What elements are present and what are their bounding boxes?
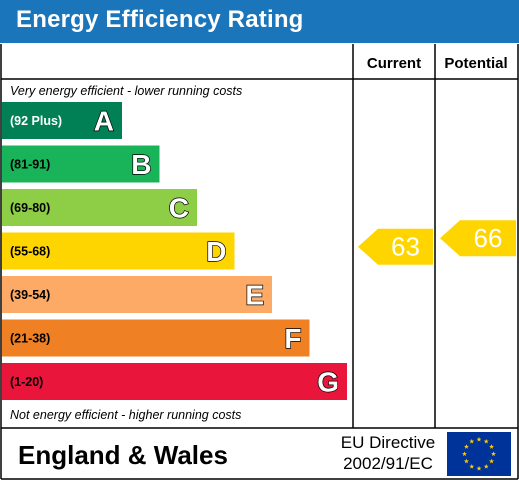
eu-star [489, 458, 495, 464]
rating-indicators: 63 66 [358, 220, 516, 265]
band-range-label: (92 Plus) [10, 114, 62, 128]
band-letter: B [131, 149, 151, 180]
band-range-label: (39-54) [10, 288, 50, 302]
band-range-label: (1-20) [10, 375, 43, 389]
potential-rating: 66 [440, 220, 516, 257]
band-bar [2, 232, 235, 270]
rating-bands: (92 Plus) A (81-91) B (69-80) C (55-68) D (39-54… [2, 102, 347, 400]
band-bar [2, 363, 347, 400]
eu-flag-stars [462, 436, 496, 471]
bottom-note: Not energy efficient - higher running co… [10, 408, 241, 422]
eu-star [469, 463, 475, 469]
band-letter: E [245, 280, 264, 311]
eu-star [476, 436, 482, 442]
eu-star [483, 463, 489, 469]
country-label: England & Wales [18, 440, 228, 470]
eu-star [463, 458, 469, 464]
band-a: (92 Plus) A [2, 102, 122, 139]
band-letter: F [284, 323, 301, 354]
band-d: (55-68) D [2, 232, 235, 270]
band-c: (69-80) C [2, 189, 197, 226]
band-bar [2, 102, 122, 139]
band-g: (1-20) G [2, 363, 347, 400]
band-letter: A [94, 106, 114, 137]
eu-star [463, 444, 469, 449]
eu-star [469, 438, 475, 444]
band-b: (81-91) B [2, 145, 160, 183]
band-bar [2, 319, 310, 357]
column-header-potential: Potential [444, 55, 507, 72]
eu-star [483, 438, 489, 444]
column-header-current: Current [367, 55, 421, 72]
band-f: (21-38) F [2, 319, 310, 357]
eu-star [462, 451, 467, 457]
current-rating-arrow [358, 228, 433, 265]
band-range-label: (81-91) [10, 158, 50, 172]
potential-rating-arrow [440, 220, 516, 257]
chart-frame [0, 44, 519, 480]
band-letter: G [317, 367, 339, 398]
top-note: Very energy efficient - lower running co… [10, 84, 242, 98]
band-letter: D [206, 236, 226, 267]
eu-star [476, 465, 482, 471]
current-rating-value: 63 [391, 232, 420, 262]
page-title: Energy Efficiency Rating [16, 6, 304, 33]
eu-star [491, 451, 496, 457]
eu-directive-line2: 2002/91/EC [343, 454, 433, 473]
title-bar: Energy Efficiency Rating [0, 0, 519, 43]
band-bar [2, 189, 197, 226]
band-range-label: (69-80) [10, 201, 50, 215]
band-bar [2, 145, 160, 183]
band-range-label: (21-38) [10, 332, 50, 346]
band-bar [2, 276, 272, 313]
eu-directive-line1: EU Directive [340, 433, 436, 452]
eu-flag-icon [447, 432, 511, 476]
potential-rating-value: 66 [474, 223, 503, 253]
current-rating: 63 [358, 228, 433, 265]
band-letter: C [169, 193, 189, 224]
eu-directive: EU Directive 2002/91/EC [334, 432, 442, 474]
band-e: (39-54) E [2, 276, 272, 313]
band-range-label: (55-68) [10, 245, 50, 259]
eu-star [489, 444, 495, 449]
